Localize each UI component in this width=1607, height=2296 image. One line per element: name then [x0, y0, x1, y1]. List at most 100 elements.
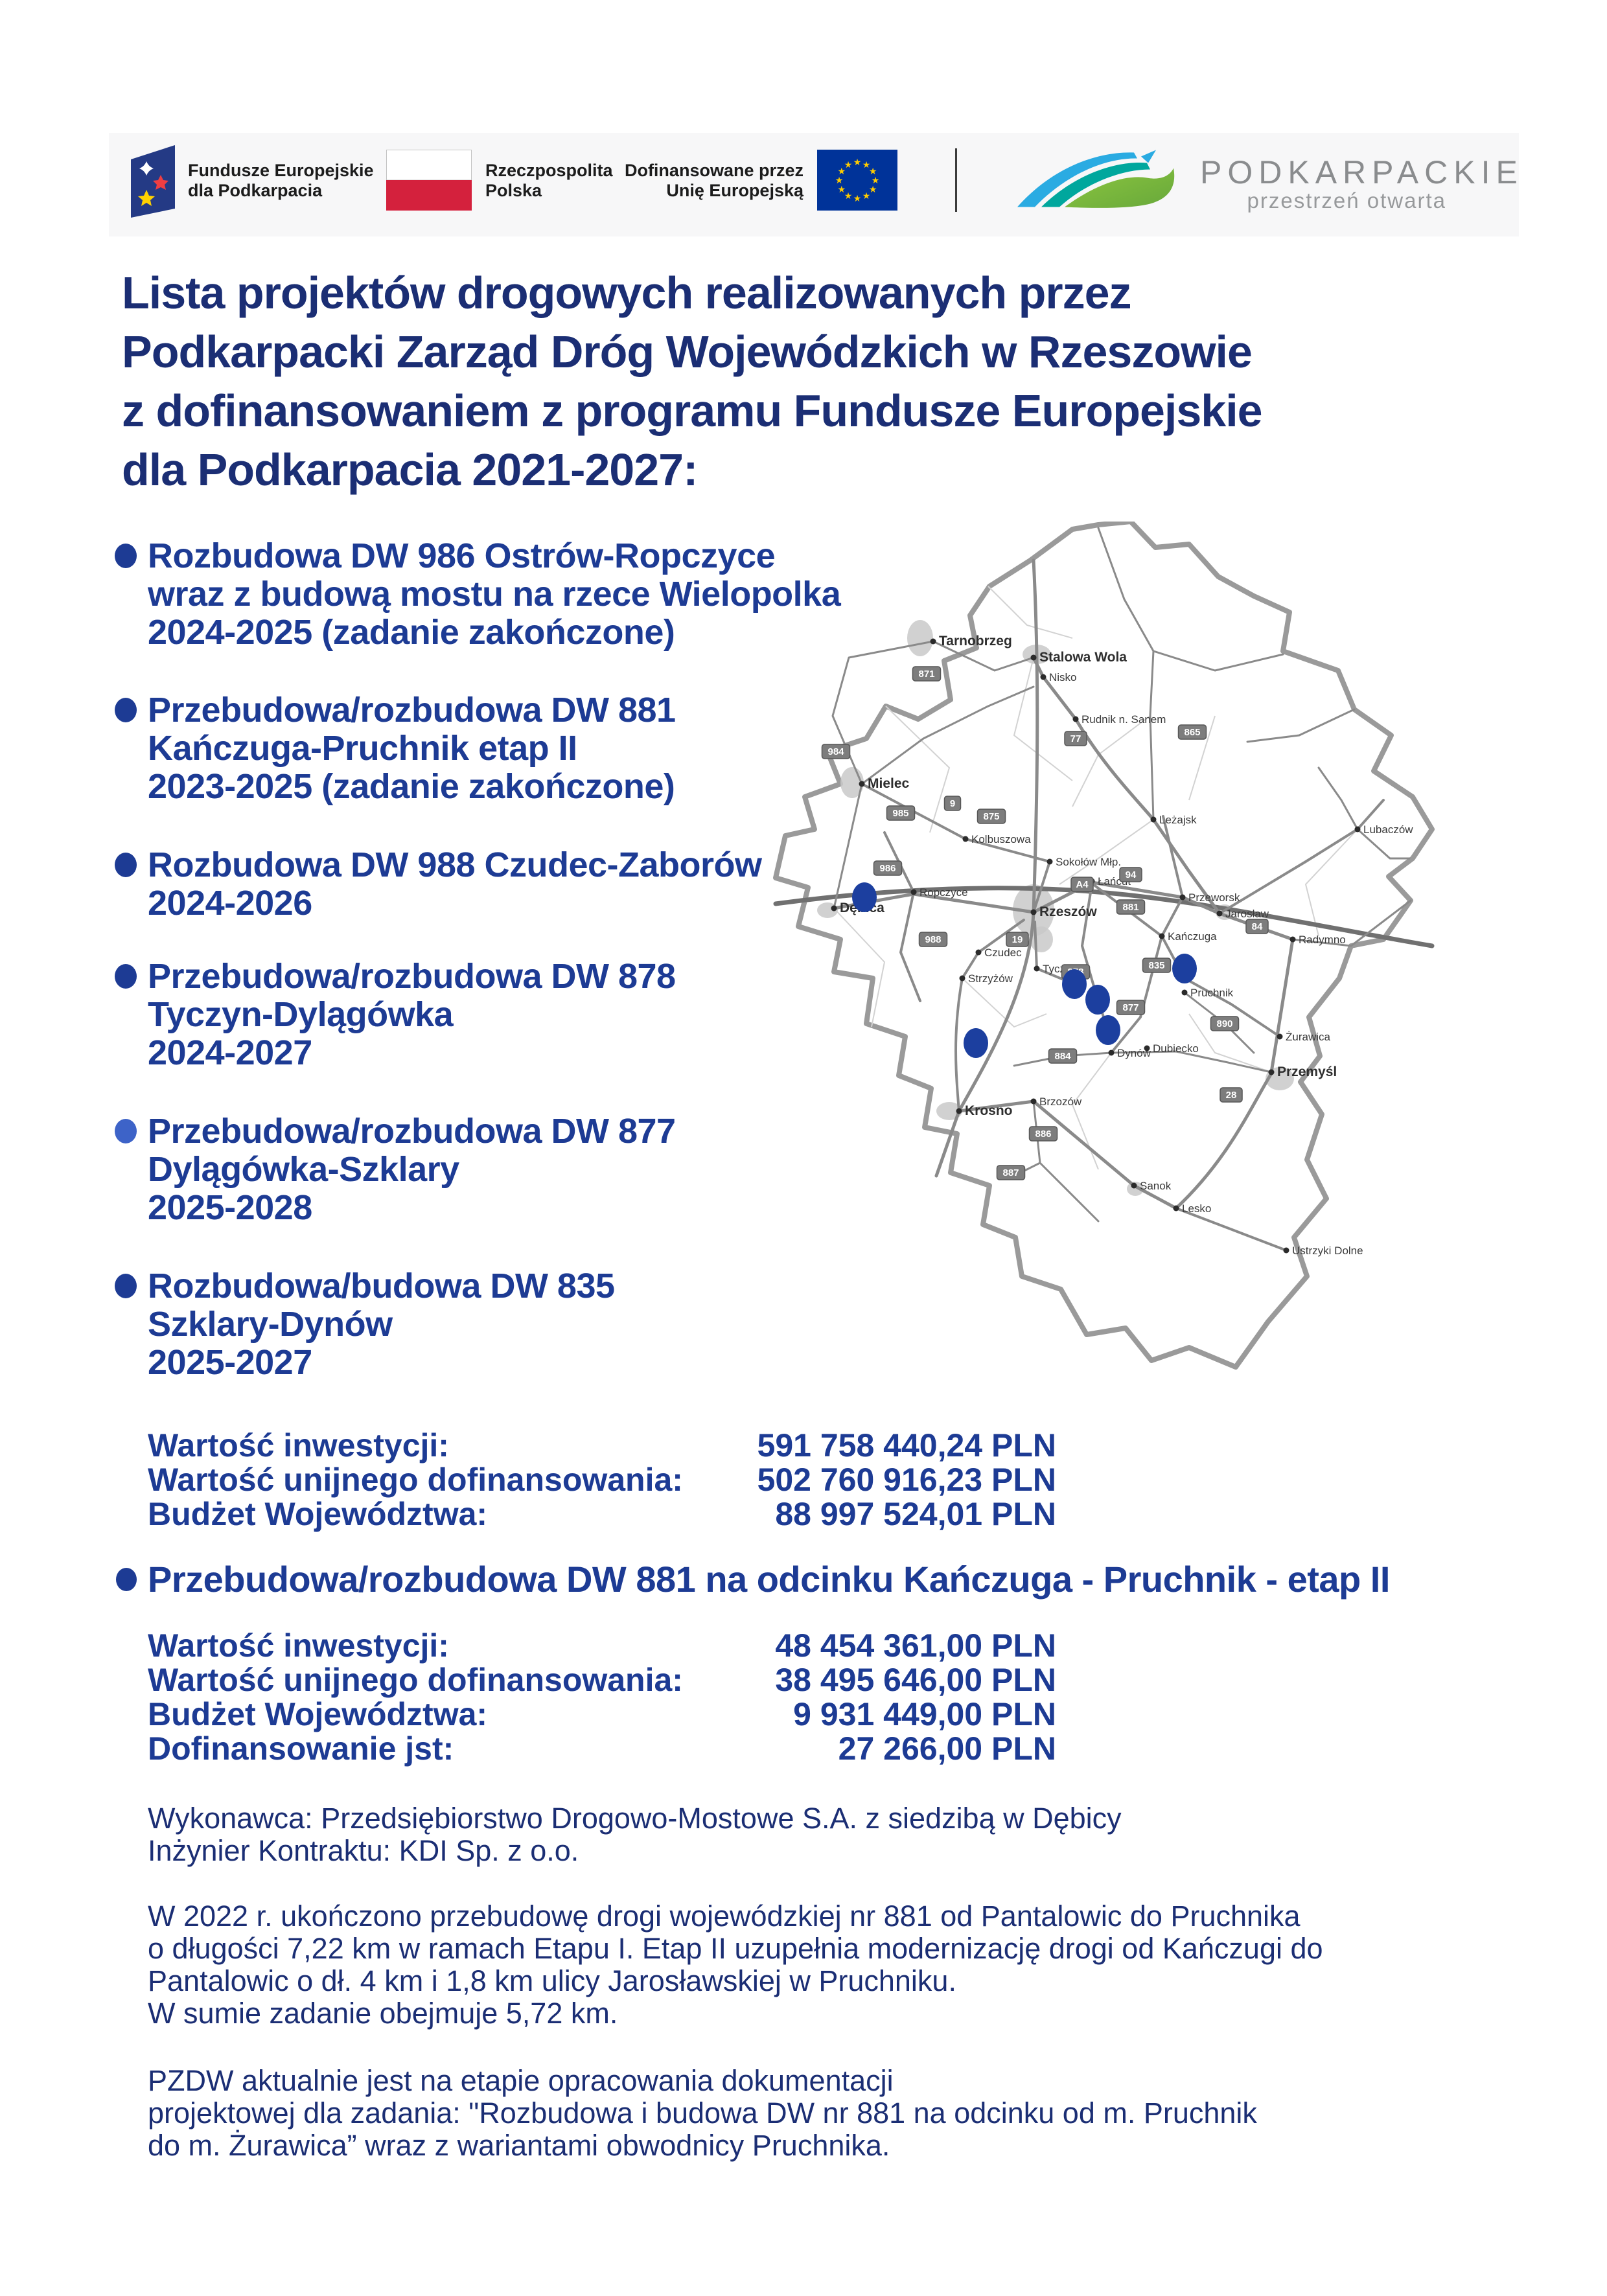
town-label: Przemyśl [1277, 1064, 1337, 1079]
poland-label: Rzeczpospolita Polska [485, 161, 613, 201]
town-dot [1030, 654, 1037, 661]
summary-value: 502 760 916,23 PLN [757, 1462, 1056, 1498]
project-location-marker-icon [1085, 985, 1110, 1015]
road-number-label: 9 [950, 798, 955, 809]
fe-label-line2: dla Podkarpacia [188, 181, 323, 200]
project-item: Rozbudowa DW 988 Czudec-Zaborów 2024-2026 [148, 846, 762, 923]
header-divider [955, 148, 957, 212]
project-bullet-icon [115, 1274, 137, 1298]
eu-star-icon: ★ [853, 157, 862, 167]
project-line: Rozbudowa DW 986 Ostrów-Ropczyce [148, 536, 776, 575]
poland-flag-icon [386, 150, 472, 211]
town-dot [1354, 826, 1361, 832]
town-label: Czudec [984, 947, 1022, 959]
town-dot [1150, 816, 1157, 823]
map-towns: Tarnobrzeg Stalowa Wola Nisko Rudnik n. San… [831, 634, 1413, 1257]
road-number-label: 871 [918, 669, 934, 680]
project-line: Rozbudowa/budowa DW 835 [148, 1267, 615, 1305]
project-location-marker-icon [852, 882, 877, 912]
road-number-badge [1116, 1000, 1146, 1015]
project-line: 2024-2027 [148, 1033, 312, 1072]
paragraph-line: Pantalowic o dł. 4 km i 1,8 km ulicy Jar… [148, 1964, 956, 1997]
section-bullet-icon [116, 1568, 137, 1591]
project-location-marker-icon [964, 1028, 988, 1058]
town-label: Ustrzyki Dolne [1292, 1245, 1363, 1257]
eu-star-icon: ★ [862, 190, 871, 201]
title-line: z dofinansowaniem z programu Fundusze Eu… [122, 385, 1263, 436]
town-label: Tarnobrzeg [939, 634, 1012, 649]
town-dot [1289, 936, 1296, 943]
project-item: Przebudowa/rozbudowa DW 881 Kańczuga-Pruc… [148, 691, 676, 806]
town-dot [975, 949, 982, 956]
poland-label-line2: Polska [485, 181, 542, 200]
podkarpackie-road-map: Tarnobrzeg Stalowa Wola Nisko Rudnik n. San… [773, 522, 1435, 1370]
road-number-label: 984 [827, 746, 844, 757]
road-number-badge [821, 744, 851, 759]
title-line: Lista projektów drogowych realizowanych … [122, 268, 1132, 318]
town-dot [1046, 858, 1053, 865]
podkarpackie-wordmark: PODKARPACKIE [1200, 154, 1523, 190]
project-line: 2024-2025 (zadanie zakończone) [148, 613, 675, 652]
road-number-label: 887 [1002, 1167, 1019, 1178]
road-number-badge [1119, 867, 1142, 882]
town-label: Jarosław [1225, 908, 1269, 920]
town-label: Mielec [868, 776, 910, 791]
road-number-label: 877 [1122, 1002, 1139, 1013]
town-label: Sokołów Młp. [1056, 856, 1121, 868]
summary-row: Wartość inwestycji: 48 454 361,00 PLN [148, 1629, 1056, 1663]
town-label: Kolbuszowa [971, 833, 1031, 845]
town-label: Lubaczów [1363, 823, 1413, 836]
summary-label: Wartość inwestycji: [148, 1627, 449, 1664]
eu-star-icon: ★ [844, 190, 853, 201]
project-bullet-icon [115, 698, 137, 722]
road-number-badge [1116, 899, 1146, 915]
paragraph-line: o długości 7,22 km w ramach Etapu I. Eta… [148, 1932, 1323, 1965]
town-label: Radymno [1299, 934, 1346, 946]
project-bullet-icon [115, 964, 137, 989]
summary-row: Wartość inwestycji: 591 758 440,24 PLN [148, 1429, 1056, 1463]
town-dot [831, 905, 837, 912]
town-dot [859, 781, 865, 787]
county-borders [833, 586, 1358, 1170]
project-line: wraz z budową mostu na rzece Wielopolka [148, 575, 841, 614]
eu-star-icon: ★ [862, 159, 871, 170]
project-line: 2025-2027 [148, 1343, 312, 1382]
project-line: Tyczyn-Dylągówka [148, 995, 454, 1034]
town-dot [910, 889, 917, 895]
paragraph-line: projektowej dla zadania: "Rozbudowa i bu… [148, 2096, 1257, 2130]
road-number-label: 84 [1252, 921, 1263, 932]
town-dot [930, 638, 936, 645]
road-number-label: 881 [1122, 902, 1139, 913]
road-number-label: 94 [1126, 869, 1137, 880]
road-number-label: 884 [1054, 1051, 1071, 1062]
summary-value: 48 454 361,00 PLN [775, 1627, 1056, 1664]
paragraph-line: Wykonawca: Przedsiębiorstwo Drogowo-Most… [148, 1802, 1122, 1835]
town-dot [1283, 1247, 1289, 1254]
summary-value: 88 997 524,01 PLN [775, 1496, 1056, 1532]
eu-funding-label-line2: Unię Europejską [666, 181, 804, 200]
paragraph-line: W sumie zadanie obejmuje 5,72 km. [148, 1997, 618, 2030]
eu-star-icon: ★ [838, 166, 846, 176]
header-band [109, 133, 1519, 236]
poland-label-line1: Rzeczpospolita [485, 161, 613, 180]
road-number-label: 886 [1035, 1129, 1051, 1140]
road-number-badge [996, 1165, 1026, 1180]
summary-row: Dofinansowanie jst: 27 266,00 PLN [148, 1732, 1056, 1766]
paragraph-line: W 2022 r. ukończono przebudowę drogi woj… [148, 1900, 1301, 1933]
summary-row: Wartość unijnego dofinansowania: 38 495 6… [148, 1663, 1056, 1697]
town-dot [1181, 989, 1188, 996]
road-number-badge [1245, 919, 1269, 934]
project-location-marker-icon [1172, 954, 1197, 983]
road-number-badge [1070, 877, 1094, 892]
road-number-label: 985 [892, 808, 908, 819]
summary-value: 38 495 646,00 PLN [775, 1662, 1056, 1698]
road-number-label: 986 [879, 863, 896, 874]
project-line: 2025-2028 [148, 1188, 312, 1227]
paragraph-line: PZDW aktualnie jest na etapie opracowani… [148, 2064, 894, 2097]
town-label: Lesko [1182, 1202, 1211, 1215]
town-dot [962, 836, 969, 842]
eu-star-icon: ★ [853, 193, 862, 203]
project-item: Przebudowa/rozbudowa DW 878 Tyczyn-Dylągó… [148, 958, 676, 1072]
project-line: Przebudowa/rozbudowa DW 881 [148, 691, 676, 729]
